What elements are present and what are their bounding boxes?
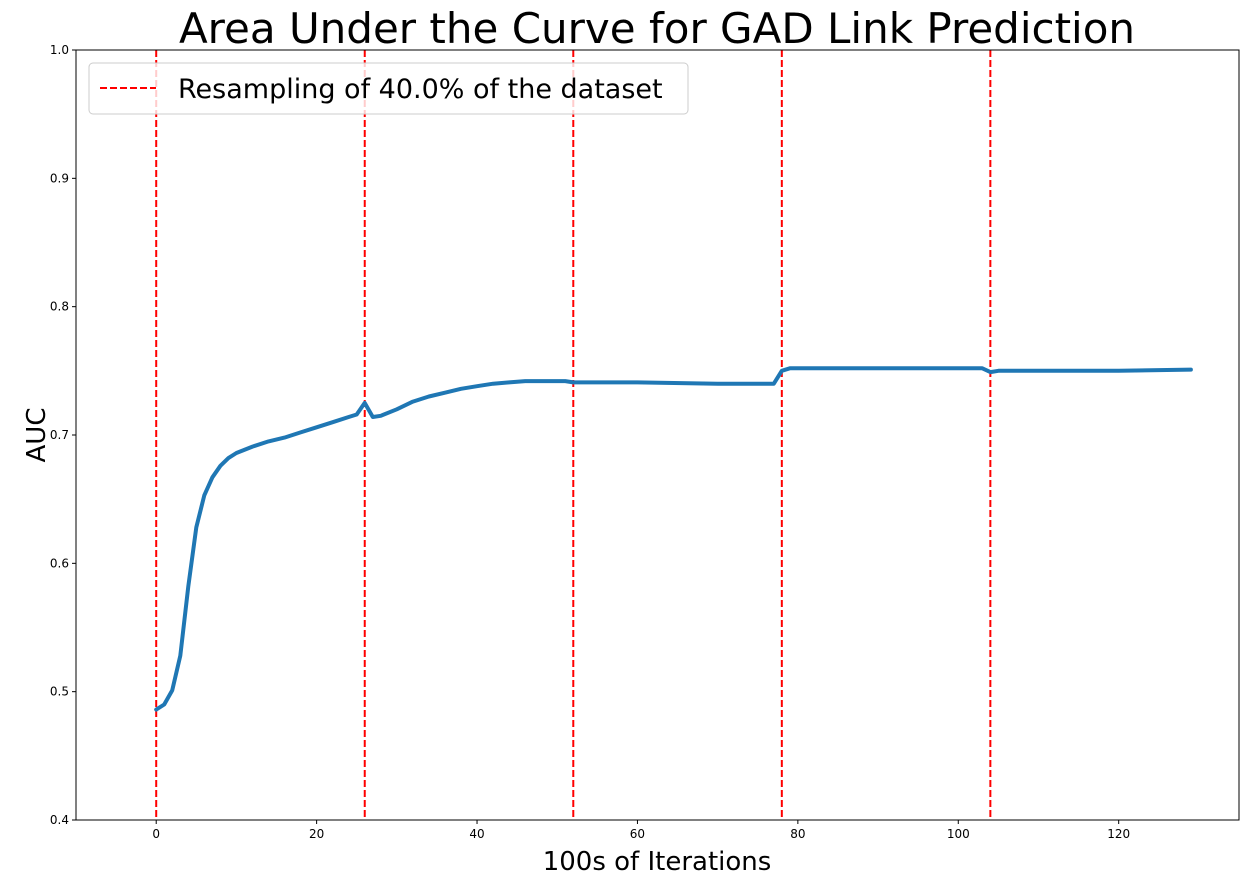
legend: Resampling of 40.0% of the dataset [88,62,689,115]
x-tick-label: 0 [152,827,160,841]
chart-title: Area Under the Curve for GAD Link Predic… [179,4,1135,53]
auc-series-line [154,366,1193,712]
y-tick-label: 0.9 [50,171,69,185]
y-tick-label: 1.0 [50,43,69,57]
legend-box [88,62,689,115]
y-tick-label: 0.7 [50,428,69,442]
x-axis-label: 100s of Iterations [543,847,772,877]
x-tick-label: 40 [469,827,484,841]
x-tick-label: 80 [790,827,805,841]
y-tick-label: 0.5 [50,685,69,699]
x-tick-label: 20 [309,827,324,841]
legend-label: Resampling of 40.0% of the dataset [178,74,663,105]
plot-area: 0 20 40 60 80 100 120 0.4 0.5 0.6 0.7 0.8 0.9 1.0 [50,43,1193,841]
plot-frame [75,49,1240,821]
x-tick-label: 120 [1107,827,1130,841]
x-tick-label: 60 [630,827,645,841]
y-tick-label: 0.8 [50,300,69,314]
y-tick-label: 0.4 [50,813,69,827]
y-axis-label: AUC [22,408,52,463]
y-tick-label: 0.6 [50,556,69,570]
x-tick-label: 100 [947,827,970,841]
